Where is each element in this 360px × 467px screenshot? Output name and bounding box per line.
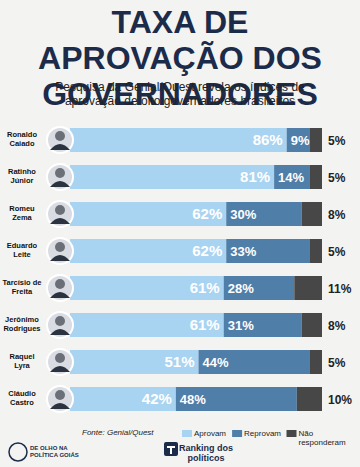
data-label: 33% (230, 244, 256, 259)
portrait-body (50, 366, 70, 372)
data-label: 62% (192, 205, 222, 222)
chart: 86% 9% 5% 81% 14% 5% 62% 30% 8% 62% 33% 5% 61% 28% 11%… (0, 0, 360, 467)
data-label: 61% (190, 279, 220, 296)
logo-icon-bar (167, 446, 175, 448)
portrait-head (55, 390, 65, 400)
bar-segment (199, 350, 310, 374)
portrait-head (55, 316, 65, 326)
bar-segment (302, 202, 322, 226)
portrait-body (50, 403, 70, 409)
bar-segment (70, 313, 224, 337)
portrait-head (55, 242, 65, 252)
data-label: 44% (203, 355, 229, 370)
portrait (47, 127, 73, 153)
data-label: 8% (328, 208, 346, 222)
logo-text: Ranking dos políticos (176, 443, 236, 463)
labels: 86% 9% 5% 81% 14% 5% 62% 30% 8% 62% 33% 5% 61% 28% 11%… (142, 131, 353, 407)
subtitle: Pesquisa da Genial/Quest revela os índic… (30, 80, 330, 108)
data-label: 14% (278, 170, 304, 185)
portrait (47, 164, 73, 190)
data-label: 61% (190, 316, 220, 333)
bar-segment (287, 128, 310, 152)
bars (70, 128, 322, 411)
bar-segment (302, 313, 322, 337)
bar-segment (309, 165, 322, 189)
portrait-head (55, 279, 65, 289)
logo-icon (164, 442, 178, 456)
data-label: 8% (328, 319, 346, 333)
portrait-head (55, 205, 65, 215)
bar-segment (70, 239, 226, 263)
bar-segment (70, 202, 226, 226)
data-label: 86% (253, 131, 283, 148)
legend-swatch (182, 430, 192, 437)
bar-segment (226, 202, 302, 226)
bar-segment (224, 276, 295, 300)
portrait-body (50, 329, 70, 335)
data-label: 10% (328, 393, 352, 407)
portrait-body (50, 255, 70, 261)
legend-label: Não responderam (299, 429, 360, 447)
data-label: 48% (180, 392, 206, 407)
portrait (47, 312, 73, 338)
bar-segment (70, 128, 287, 152)
category-label: Cláudio Castro (2, 389, 42, 407)
watermark-text: DE OLHO NA POLÍTICA GOIÁS (30, 445, 90, 459)
data-label: 11% (328, 282, 352, 296)
bar-segment (226, 239, 309, 263)
legend-swatch (287, 430, 297, 437)
category-label: Jerônimo Rodrigues (2, 315, 42, 333)
bar-segment (70, 350, 199, 374)
logo-icon-bar (170, 448, 172, 454)
data-label: 81% (240, 168, 270, 185)
data-label: 30% (230, 207, 256, 222)
source: Fonte: Genial/Quest (82, 428, 154, 437)
bar-segment (297, 387, 322, 411)
portrait (47, 349, 73, 375)
data-label: 42% (142, 390, 172, 407)
portrait (47, 275, 73, 301)
data-label: 51% (164, 353, 194, 370)
category-label: Romeu Zema (2, 204, 42, 222)
bar-segment (70, 387, 176, 411)
data-label: 62% (192, 242, 222, 259)
watermark-icon (9, 443, 27, 461)
legend-swatch (232, 430, 242, 437)
data-label: 5% (328, 245, 346, 259)
legend-label: Aprovam (194, 429, 226, 438)
portrait-head (55, 168, 65, 178)
portrait-body (50, 292, 70, 298)
data-label: 9% (291, 133, 310, 148)
bar-segment (309, 239, 322, 263)
bar-segment (70, 276, 224, 300)
portrait-body (50, 218, 70, 224)
bar-segment (224, 313, 302, 337)
portrait-body (50, 144, 70, 150)
data-label: 5% (328, 134, 346, 148)
bar-segment (274, 165, 309, 189)
data-label: 5% (328, 171, 346, 185)
portrait-head (55, 353, 65, 363)
legend-label: Reprovam (244, 429, 281, 438)
category-label: Raquel Lyra (2, 352, 42, 370)
bar-segment (309, 350, 322, 374)
portrait (47, 201, 73, 227)
data-label: 5% (328, 356, 346, 370)
data-label: 31% (228, 318, 254, 333)
portrait-head (55, 131, 65, 141)
category-label: Ronaldo Caiado (2, 130, 42, 148)
category-label: Eduardo Leite (2, 241, 42, 259)
bar-segment (176, 387, 297, 411)
bar-segment (70, 165, 274, 189)
portrait (47, 238, 73, 264)
portrait-body (50, 181, 70, 187)
bar-segment (309, 128, 322, 152)
category-label: Ratinho Júnior (2, 167, 42, 185)
portrait (47, 386, 73, 412)
category-label: Tarcísio de Freita (2, 278, 42, 296)
bar-segment (294, 276, 322, 300)
data-label: 28% (228, 281, 254, 296)
